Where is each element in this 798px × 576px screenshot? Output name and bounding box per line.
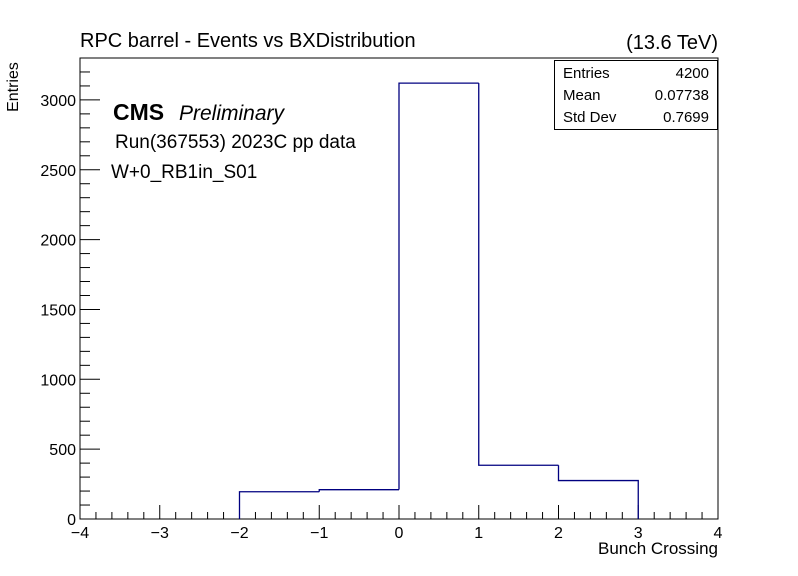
preliminary-label: Preliminary [179,102,285,125]
x-tick-label: 0 [395,525,404,542]
stats-row-stddev: Std Dev 0.7699 [563,107,709,129]
cms-label: CMS [113,99,165,125]
y-axis-label: Entries [5,62,22,112]
x-axis-label: Bunch Crossing [597,539,718,558]
x-tick-label: 1 [474,525,483,542]
histogram-bin [240,492,320,519]
x-tick-label: −3 [151,525,169,542]
x-tick-label: 4 [714,525,723,542]
stats-entries-label: Entries [563,65,610,82]
x-tick-label: −2 [230,525,248,542]
histogram-bin [319,490,399,519]
y-tick-label: 500 [49,442,76,459]
histogram-bin [399,83,479,519]
stats-row-mean: Mean 0.07738 [563,85,709,107]
histogram-line [238,82,639,519]
stats-stddev-label: Std Dev [563,109,617,126]
y-tick-label: 2000 [40,233,76,250]
stats-mean-label: Mean [563,87,601,104]
histogram-bin [559,481,639,519]
run-info-label: Run(367553) 2023C pp data [115,132,356,153]
y-tick-label: 1000 [40,372,76,389]
histogram-bars [238,82,639,519]
x-tick-label: −1 [310,525,328,542]
energy-label: (13.6 TeV) [626,32,718,54]
stats-box: Entries 4200 Mean 0.07738 Std Dev 0.7699 [554,60,718,130]
stats-stddev-value: 0.7699 [663,109,709,126]
stats-entries-value: 4200 [675,65,709,82]
chart-title: RPC barrel - Events vs BXDistribution [80,30,416,52]
y-tick-label: 0 [67,512,76,529]
x-tick-label: 3 [634,525,643,542]
histogram-bin [479,465,559,519]
stats-row-entries: Entries 4200 [563,63,709,85]
y-tick-label: 2500 [40,163,76,180]
y-tick-label: 3000 [40,93,76,110]
axes: −4 −3 −2 −1 0 1 2 3 4 0 500 1000 1500 2000 2500 3000 [40,57,723,542]
y-tick-label: 1500 [40,302,76,319]
stats-mean-value: 0.07738 [654,87,709,104]
chamber-label: W+0_RB1in_S01 [111,162,258,183]
x-tick-label: 2 [554,525,563,542]
x-tick-label: −4 [71,525,89,542]
